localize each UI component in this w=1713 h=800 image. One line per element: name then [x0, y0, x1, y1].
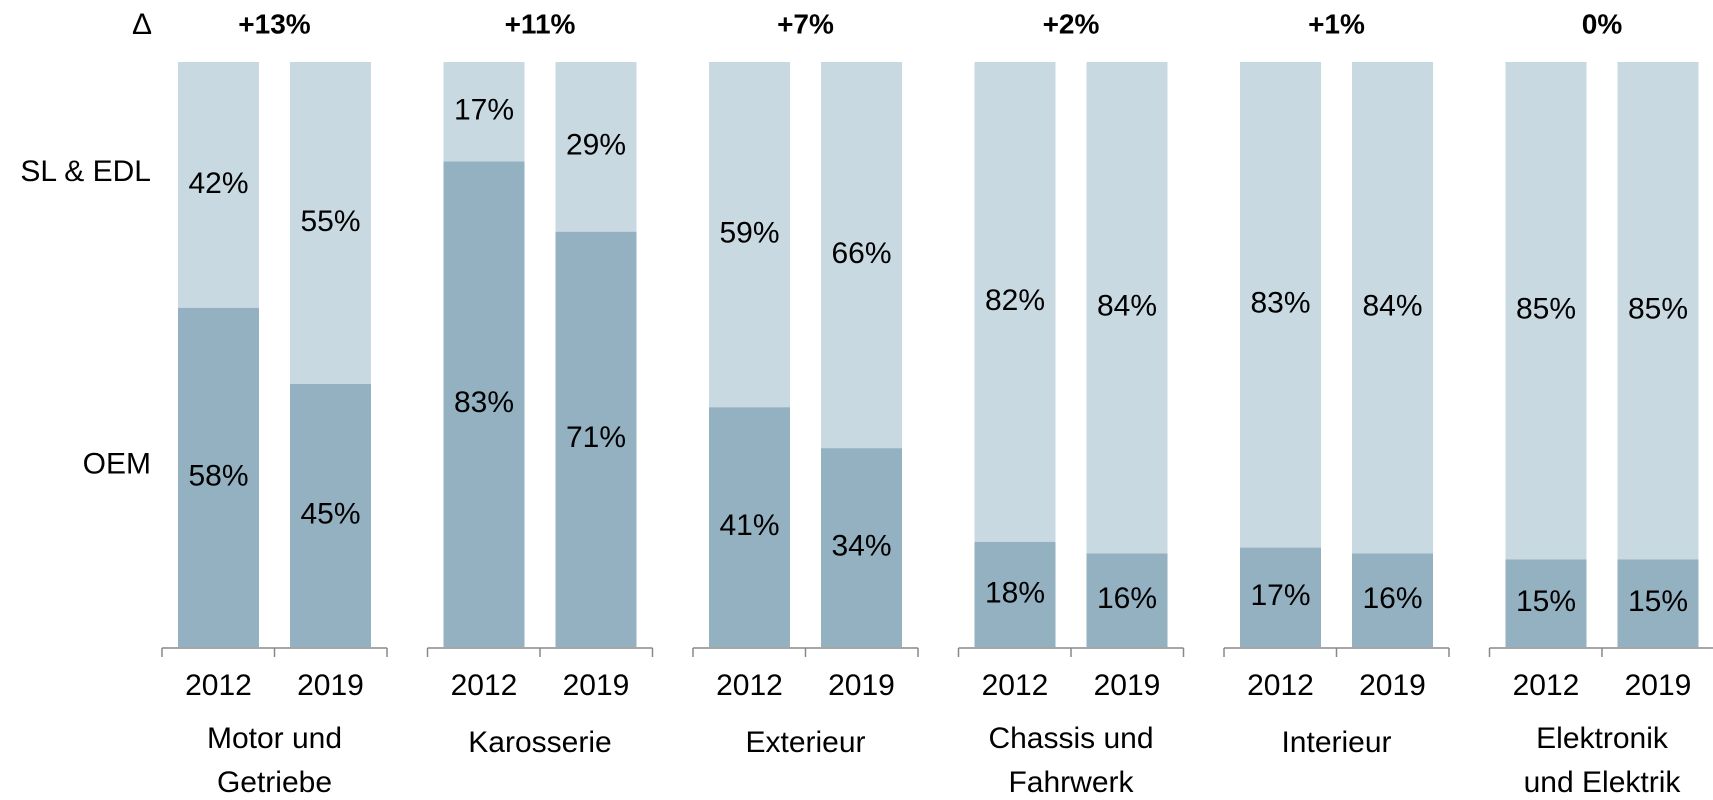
data-label: 83%	[1250, 287, 1310, 320]
legend-label: OEM	[83, 447, 151, 480]
x-tick-label: 2012	[185, 669, 252, 702]
delta-value: 0%	[1582, 8, 1623, 39]
data-label: 29%	[566, 129, 626, 162]
data-label: 41%	[719, 509, 779, 542]
bar-segment	[709, 62, 790, 408]
data-label: 17%	[1250, 579, 1310, 612]
group-label: Getriebe	[217, 766, 332, 799]
bar-segment	[1086, 62, 1168, 554]
group-label: Exterieur	[745, 726, 865, 759]
data-label: 15%	[1628, 585, 1688, 618]
delta-value: +7%	[777, 8, 834, 39]
bar-segment	[974, 62, 1056, 542]
bar-segment	[1352, 62, 1433, 554]
bar-segment	[443, 161, 525, 647]
bar-segment	[1505, 559, 1587, 647]
data-label: 83%	[454, 386, 514, 419]
x-tick-label: 2012	[1247, 669, 1314, 702]
group-label: Elektronik	[1536, 722, 1669, 755]
bar-segment	[290, 383, 371, 647]
x-tick-label: 2019	[828, 669, 895, 702]
data-label: 17%	[454, 94, 514, 127]
bar-segment	[555, 62, 637, 232]
delta-value: +13%	[238, 8, 310, 39]
delta-value: +11%	[505, 8, 576, 39]
data-label: 82%	[985, 284, 1045, 317]
data-label: 84%	[1097, 290, 1157, 323]
data-label: 84%	[1362, 290, 1422, 323]
group-label: Motor und	[207, 722, 342, 755]
data-label: 55%	[300, 205, 360, 238]
bar-segment	[290, 62, 371, 384]
group-label: Chassis und	[988, 722, 1153, 755]
data-label: 16%	[1362, 582, 1422, 615]
data-label: 42%	[188, 167, 248, 200]
bar-segment	[821, 62, 902, 449]
bar-segment	[178, 307, 259, 647]
group-label: Interieur	[1281, 726, 1391, 759]
bar-segment	[1505, 62, 1587, 560]
x-tick-label: 2019	[1359, 669, 1426, 702]
data-label: 18%	[985, 576, 1045, 609]
bar-segment	[1240, 62, 1321, 548]
x-tick-label: 2019	[563, 669, 630, 702]
data-label: 15%	[1516, 585, 1576, 618]
x-tick-label: 2012	[1513, 669, 1580, 702]
group-label: und Elektrik	[1524, 766, 1682, 799]
bar-segment	[443, 62, 525, 162]
x-tick-label: 2012	[982, 669, 1049, 702]
delta-value: +1%	[1308, 8, 1365, 39]
data-label: 58%	[188, 459, 248, 492]
bar-segment	[1617, 62, 1699, 560]
bar-segment	[1352, 553, 1433, 647]
data-label: 34%	[831, 529, 891, 562]
data-label: 85%	[1516, 293, 1576, 326]
data-label: 85%	[1628, 293, 1688, 326]
x-tick-label: 2019	[1094, 669, 1161, 702]
data-label: 59%	[719, 216, 779, 249]
bar-segment	[1240, 547, 1321, 647]
group-label: Fahrwerk	[1008, 766, 1134, 799]
bar-segment	[821, 448, 902, 647]
bar-segment	[555, 231, 637, 647]
data-label: 16%	[1097, 582, 1157, 615]
delta-label: Δ	[132, 8, 152, 41]
x-tick-label: 2012	[716, 669, 783, 702]
bar-segment	[1617, 559, 1699, 647]
bar-segment	[178, 62, 259, 308]
x-tick-label: 2019	[1625, 669, 1692, 702]
x-tick-label: 2012	[451, 669, 518, 702]
data-label: 66%	[831, 237, 891, 270]
bar-segment	[1086, 553, 1168, 647]
legend-label: SL & EDL	[20, 155, 151, 188]
group-label: Karosserie	[468, 726, 611, 759]
data-label: 45%	[300, 497, 360, 530]
bar-segment	[709, 407, 790, 647]
data-label: 71%	[566, 421, 626, 454]
delta-value: +2%	[1043, 8, 1100, 39]
x-tick-label: 2019	[297, 669, 364, 702]
bar-segment	[974, 541, 1056, 647]
